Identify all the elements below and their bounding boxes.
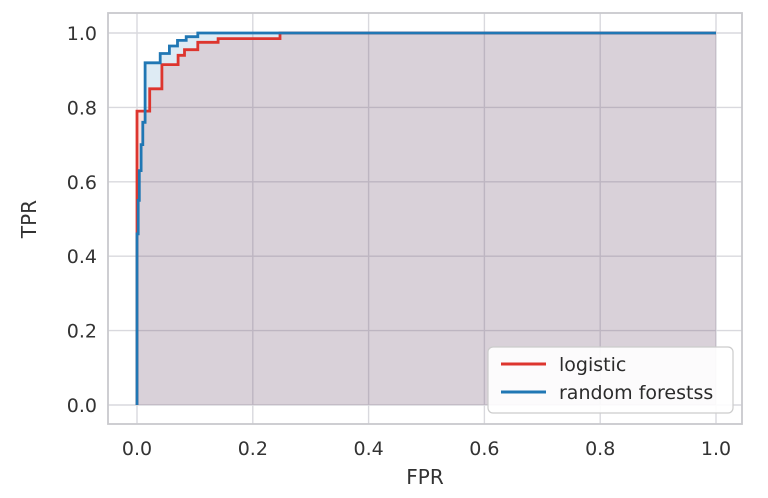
random-forests-curve — [135, 31, 716, 405]
y-tick-label: 0.4 — [67, 246, 97, 268]
x-tick-label: 0.6 — [469, 438, 499, 460]
x-tick-labels: 0.0 0.2 0.4 0.6 0.8 1.0 — [122, 438, 731, 460]
gridlines — [108, 13, 742, 424]
y-tick-label: 0.2 — [67, 321, 97, 343]
legend-label-random-forests: random forestss — [559, 382, 713, 404]
x-axis-label: FPR — [406, 465, 444, 489]
x-tick-label: 0.4 — [353, 438, 383, 460]
y-tick-label: 1.0 — [67, 23, 97, 45]
axes-spines — [107, 12, 743, 425]
y-tick-label: 0.6 — [67, 172, 97, 194]
curve-fills — [137, 33, 716, 405]
logistic-fill — [137, 33, 716, 405]
random-forests-fill — [137, 33, 716, 405]
legend: logistic random forestss — [487, 346, 734, 414]
x-tick-label: 1.0 — [701, 438, 731, 460]
logistic-curve — [135, 31, 716, 405]
legend-box — [487, 346, 734, 414]
y-tick-labels: 0.0 0.2 0.4 0.6 0.8 1.0 — [67, 23, 97, 417]
y-axis-label: TPR — [17, 200, 41, 239]
curves — [135, 31, 716, 405]
x-tick-label: 0.8 — [585, 438, 615, 460]
legend-label-logistic: logistic — [559, 354, 626, 376]
y-tick-label: 0.0 — [67, 395, 97, 417]
x-tick-label: 0.2 — [238, 438, 268, 460]
x-tick-label: 0.0 — [122, 438, 152, 460]
y-tick-label: 0.8 — [67, 97, 97, 119]
